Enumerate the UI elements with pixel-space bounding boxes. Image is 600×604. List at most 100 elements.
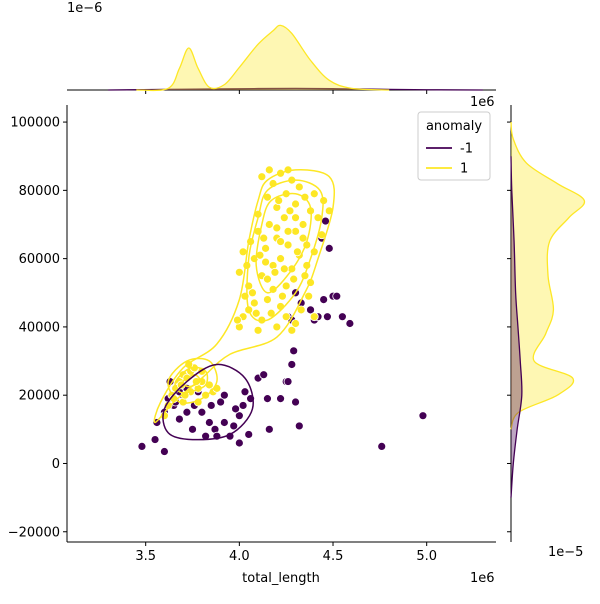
top-density-normal-line: [136, 24, 390, 92]
scatter-point: [281, 312, 291, 322]
scatter-point: [197, 407, 207, 417]
scatter-point: [276, 237, 285, 246]
y-tick-label: 40000: [19, 320, 60, 335]
y-tick-label: −20000: [8, 525, 60, 540]
kde-contour-line: [246, 179, 324, 322]
scatter-point: [261, 257, 270, 267]
x-axis-offset-label: 1e6: [470, 571, 495, 586]
scatter-point: [345, 319, 355, 328]
scatter-point: [248, 288, 257, 298]
scatter-point: [285, 206, 295, 216]
kde-contour-line: [174, 366, 209, 394]
scatter-point: [264, 165, 274, 175]
scatter-point: [259, 370, 269, 380]
scatter-point: [287, 360, 297, 369]
x-tick-label: 3.5: [135, 549, 156, 564]
scatter-point: [272, 322, 282, 332]
scatter-point: [242, 261, 252, 270]
scatter-point: [219, 390, 229, 400]
scatter-point: [229, 421, 239, 431]
scatter-point: [291, 319, 300, 328]
scatter-point: [287, 325, 297, 335]
y-tick-label: 100000: [10, 116, 60, 131]
scatter-point: [160, 447, 169, 456]
scatter-point: [283, 377, 293, 386]
scatter-point: [291, 226, 300, 236]
scatter-point: [266, 308, 276, 318]
scatter-point: [283, 240, 293, 250]
kde-contours-normal: [153, 168, 336, 424]
scatter-point: [337, 312, 347, 322]
scatter-point: [293, 247, 302, 257]
top-marginal-offset-label: 1e−6: [67, 1, 102, 16]
scatter-point: [324, 243, 334, 253]
scatter-point: [377, 442, 387, 451]
scatter-point: [234, 411, 244, 421]
scatter-point: [276, 394, 285, 404]
scatter-point: [309, 189, 319, 199]
kde-contour-line: [162, 363, 254, 441]
y-tick-label: 20000: [19, 389, 60, 404]
scatter-point: [418, 411, 428, 421]
scatter-point: [291, 199, 300, 209]
legend-title: anomaly: [426, 119, 482, 134]
scatter-point: [279, 213, 289, 223]
right-marginal-plot: [507, 105, 586, 542]
scatter-point: [259, 233, 269, 243]
right-marginal-offset-label: 1e−5: [548, 545, 583, 560]
scatter-point: [294, 182, 304, 192]
scatter-point: [238, 247, 248, 257]
legend-box: [417, 111, 491, 181]
x-tick-label: 5.0: [416, 549, 437, 564]
scatter-point: [306, 305, 315, 315]
scatter-point: [233, 315, 242, 325]
scatter-point: [240, 291, 250, 301]
scatter-point: [279, 264, 289, 274]
scatter-point: [276, 302, 285, 311]
kde-contour-line: [255, 192, 312, 294]
legend-entry-label: -1: [460, 142, 473, 157]
scatter-point: [289, 346, 299, 356]
legend: anomaly -1 1: [417, 111, 491, 181]
scatter-point: [261, 243, 270, 253]
scatter-point: [332, 291, 342, 301]
kde-contour-line: [153, 168, 336, 424]
top-density-normal-fill: [136, 25, 390, 91]
scatter-point: [257, 172, 267, 182]
scatter-point: [278, 291, 287, 301]
y-tick-label: 60000: [19, 252, 60, 267]
scatter-point: [263, 274, 272, 284]
kde-contour-line: [167, 357, 218, 404]
scatter-point: [270, 267, 280, 277]
scatter-point: [253, 325, 263, 335]
legend-entry-label: 1: [460, 162, 468, 177]
scatter-point: [272, 223, 282, 233]
kde-contours-anomaly: [162, 363, 254, 441]
scatter-point: [298, 220, 308, 229]
scatter-point: [238, 401, 248, 410]
scatter-point: [283, 226, 293, 236]
scatter-point: [240, 387, 250, 397]
scatter-point: [231, 404, 241, 414]
y-tick-label: 0: [52, 457, 60, 472]
y-axis-offset-label: 1e6: [470, 95, 495, 110]
kde-contour-line: [182, 373, 201, 388]
scatter-point: [249, 298, 259, 308]
top-marginal-plot: [67, 24, 496, 94]
scatter-point: [206, 401, 216, 410]
scatter-point: [188, 424, 197, 434]
scatter-point: [264, 424, 274, 434]
scatter-point: [296, 305, 306, 315]
scatter-point: [251, 308, 261, 318]
scatter-series-anomaly: [137, 216, 428, 456]
main-scatter-axes: 3.5 4.0 4.5 5.0 −20000 0 20000 40000 60000 80000 1…: [8, 105, 496, 564]
scatter-point: [263, 295, 272, 305]
scatter-point: [322, 312, 332, 322]
scatter-point: [281, 281, 291, 291]
scatter-point: [244, 281, 254, 291]
x-tick-label: 4.0: [229, 549, 250, 564]
scatter-point: [276, 254, 285, 264]
scatter-point: [289, 274, 299, 284]
